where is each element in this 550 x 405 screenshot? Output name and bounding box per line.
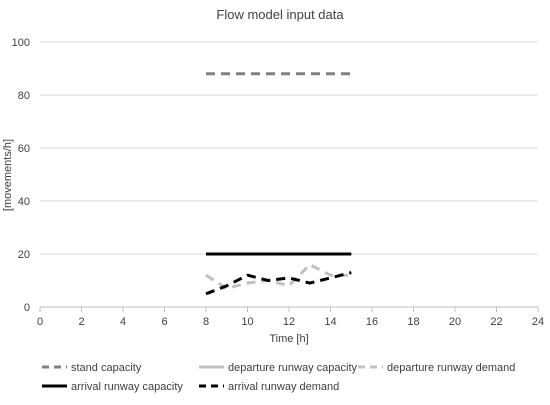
x-tick-label: 4 xyxy=(120,316,126,328)
x-tick-label: 22 xyxy=(490,316,502,328)
series-line xyxy=(205,271,352,296)
legend-label: arrival runway demand xyxy=(228,381,339,393)
legend-label: departure runway demand xyxy=(387,362,515,374)
x-tick-label: 10 xyxy=(241,316,253,328)
gridlines xyxy=(40,41,538,255)
chart-title: Flow model input data xyxy=(216,7,344,22)
legend: stand capacity departure runway capacity d… xyxy=(42,362,515,393)
series-lines xyxy=(205,72,352,296)
y-tick-label: 0 xyxy=(24,302,30,314)
y-tick-label: 100 xyxy=(12,37,30,49)
x-tick-label: 12 xyxy=(283,316,295,328)
y-tick-label: 80 xyxy=(18,90,30,102)
x-tick-label: 20 xyxy=(449,316,461,328)
y-tick-label: 20 xyxy=(18,249,30,261)
x-tick-label: 6 xyxy=(161,316,167,328)
x-tick-label: 24 xyxy=(532,316,544,328)
legend-label: stand capacity xyxy=(71,362,142,374)
x-tick-label: 16 xyxy=(366,316,378,328)
y-tick-label: 40 xyxy=(18,196,30,208)
x-tick-label: 2 xyxy=(78,316,84,328)
x-tick-label: 14 xyxy=(324,316,336,328)
x-tick-label: 8 xyxy=(203,316,209,328)
y-axis-label: [movements/h] xyxy=(2,139,14,211)
series-line xyxy=(205,263,352,290)
x-tick-label: 0 xyxy=(37,316,43,328)
x-tick-label: 18 xyxy=(407,316,419,328)
y-tick-label: 60 xyxy=(18,143,30,155)
legend-label: departure runway capacity xyxy=(228,362,358,374)
x-axis-label: Time [h] xyxy=(269,333,308,345)
legend-label: arrival runway capacity xyxy=(71,381,183,393)
